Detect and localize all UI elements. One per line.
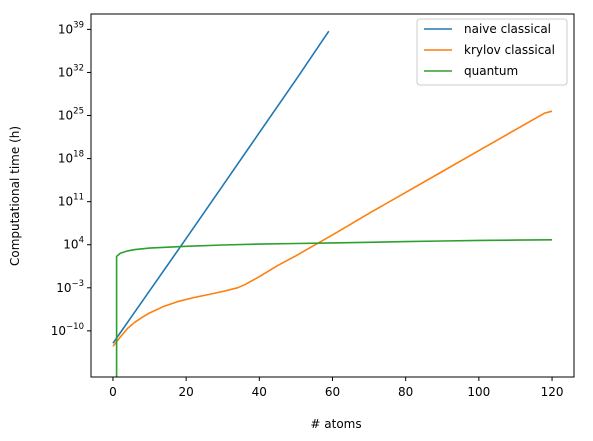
x-tick-label: 80	[398, 385, 413, 399]
y-tick-label: 1039	[58, 20, 84, 36]
legend-label-0: naive classical	[464, 22, 551, 36]
x-tick-label: 20	[178, 385, 193, 399]
series-line-2	[115, 239, 553, 377]
series-line-1	[112, 110, 553, 347]
y-tick-base: 10	[56, 281, 71, 295]
y-tick-label: 1011	[58, 193, 84, 209]
legend-label-2: quantum	[464, 64, 518, 78]
x-tick-label: 120	[541, 385, 564, 399]
y-tick-base: 10	[63, 238, 78, 252]
legend-frame	[416, 18, 568, 86]
x-tick-label: 60	[325, 385, 340, 399]
x-tick-label: 40	[252, 385, 267, 399]
y-tick-exponent: −3	[71, 279, 84, 289]
y-tick-base: 10	[51, 324, 66, 338]
y-tick-exponent: 25	[73, 107, 84, 117]
y-tick-exponent: 4	[79, 236, 84, 246]
x-tick-label: 0	[109, 385, 117, 399]
y-tick-label: 1025	[58, 107, 84, 123]
y-tick-exponent: 11	[73, 193, 84, 203]
y-tick-base: 10	[58, 109, 73, 123]
y-tick-exponent: −10	[66, 322, 84, 332]
x-tick-label: 100	[467, 385, 490, 399]
series-line-0	[112, 30, 330, 344]
y-tick-label: 1032	[58, 63, 84, 79]
y-tick-label: 10−10	[51, 322, 84, 338]
y-tick-base: 10	[58, 65, 73, 79]
y-tick-label: 104	[63, 236, 84, 252]
series-group	[112, 30, 553, 377]
y-tick-base: 10	[58, 22, 73, 36]
y-tick-label: 10−3	[56, 279, 84, 295]
y-tick-exponent: 39	[73, 20, 84, 30]
y-tick-base: 10	[58, 195, 73, 209]
y-tick-base: 10	[58, 152, 73, 166]
y-tick-exponent: 18	[73, 150, 84, 160]
x-axis-label: # atoms	[310, 417, 361, 431]
legend: naive classical krylov classical quantum	[416, 18, 568, 86]
y-tick-label: 1018	[58, 150, 84, 166]
x-axis: 0 20 40 60 80 100 120	[109, 377, 563, 399]
y-tick-exponent: 32	[73, 63, 84, 73]
y-axis-label: Computational time (h)	[8, 126, 22, 266]
legend-label-1: krylov classical	[464, 43, 555, 57]
